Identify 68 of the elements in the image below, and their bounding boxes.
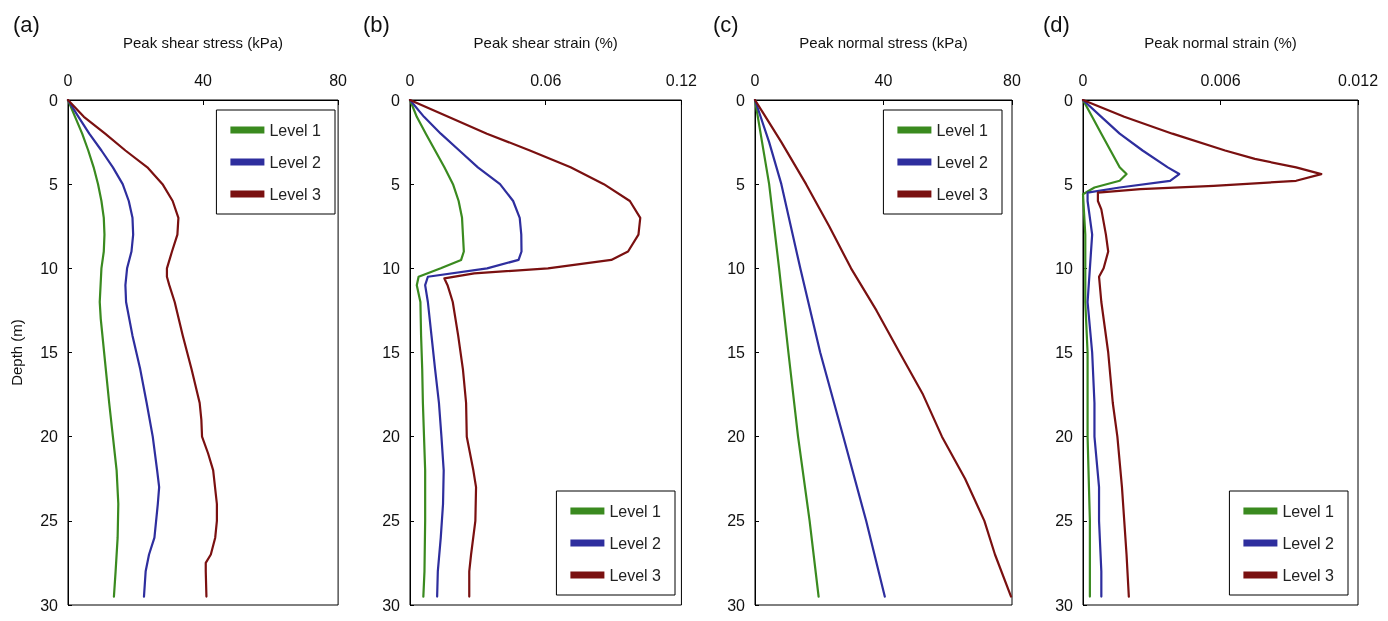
y-tick-label: 15 (382, 344, 401, 361)
line-series (753, 98, 886, 598)
line-series (66, 98, 218, 598)
y-tick-label: 30 (382, 596, 401, 614)
y-tick-label: 0 (49, 91, 59, 109)
y-tick-label: 30 (727, 596, 746, 614)
x-tick-label: 0.006 (1200, 71, 1241, 89)
x-tick-label: 0.012 (1337, 71, 1379, 89)
x-tick-label: 80 (329, 71, 348, 89)
y-tick-label: 20 (1055, 428, 1074, 446)
chart-title: (a) (13, 11, 40, 37)
y-tick-label: 20 (382, 428, 401, 446)
x-tick-label: 0.06 (530, 71, 562, 89)
line-series (1081, 98, 1323, 598)
legend-label: Level 3 (269, 185, 322, 203)
legend-label: Level 1 (936, 121, 989, 139)
y-tick-label: 20 (40, 428, 59, 446)
legend-label: Level 1 (1282, 502, 1335, 520)
chart-title: (d) (1043, 11, 1070, 37)
chart-title: (b) (363, 11, 390, 37)
y-tick-label: 20 (727, 428, 746, 446)
y-tick-label: 15 (727, 344, 746, 361)
line-series (66, 98, 120, 598)
y-tick-label: 25 (40, 512, 59, 530)
x-axis-title: Peak shear stress (kPa) (123, 34, 284, 51)
y-tick-label: 10 (382, 259, 401, 277)
y-tick-label: 30 (40, 596, 59, 614)
x-axis-title: Peak normal stress (kPa) (799, 34, 968, 51)
x-tick-label: 0 (63, 71, 73, 89)
line-series (408, 98, 465, 598)
legend-label: Level 2 (1282, 534, 1335, 552)
chart-title: (c) (713, 11, 739, 37)
x-tick-label: 40 (194, 71, 213, 89)
legend-label: Level 2 (269, 153, 322, 171)
x-tick-label: 0 (1078, 71, 1088, 89)
y-tick-label: 10 (1055, 259, 1074, 277)
legend-label: Level 1 (269, 121, 322, 139)
y-tick-label: 15 (40, 344, 59, 361)
x-tick-label: 0 (750, 71, 760, 89)
y-tick-label: 25 (1055, 512, 1074, 530)
x-tick-label: 0.12 (665, 71, 698, 89)
x-axis-title: Peak shear strain (%) (473, 34, 618, 51)
y-tick-label: 0 (736, 91, 746, 109)
y-tick-label: 25 (727, 512, 746, 530)
y-tick-label: 30 (1055, 596, 1074, 614)
legend-label: Level 2 (609, 534, 662, 552)
line-series (1081, 98, 1181, 598)
legend-label: Level 1 (609, 502, 662, 520)
x-axis-title: Peak normal strain (%) (1144, 34, 1297, 51)
line-series (408, 98, 523, 598)
y-tick-label: 10 (727, 259, 746, 277)
y-tick-label: 5 (736, 175, 746, 193)
x-tick-label: 40 (874, 71, 893, 89)
x-tick-label: 0 (405, 71, 415, 89)
legend-label: Level 2 (936, 153, 989, 171)
y-tick-label: 0 (391, 91, 401, 109)
x-tick-label: 80 (1003, 71, 1021, 89)
legend-label: Level 3 (936, 185, 989, 203)
y-tick-label: 5 (49, 175, 59, 193)
y-tick-label: 5 (1064, 175, 1074, 193)
legend-label: Level 3 (609, 566, 662, 584)
y-tick-label: 15 (1055, 344, 1074, 361)
y-tick-label: 5 (391, 175, 401, 193)
y-tick-label: 10 (40, 259, 59, 277)
y-tick-label: 25 (382, 512, 401, 530)
y-axis-title: Depth (m) (8, 319, 25, 386)
y-tick-label: 0 (1064, 91, 1074, 109)
legend-label: Level 3 (1282, 566, 1335, 584)
